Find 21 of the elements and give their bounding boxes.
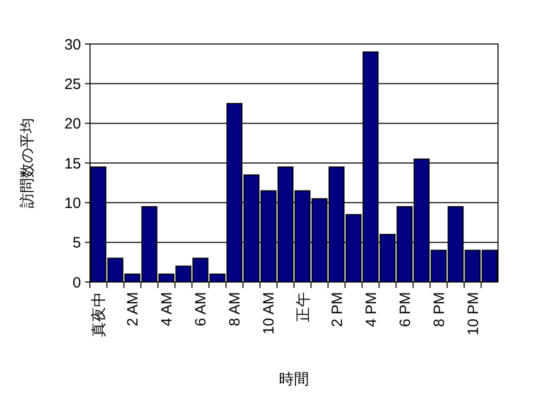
y-tick-label: 15 [64, 155, 81, 172]
x-tick-label: 10 PM [464, 292, 482, 336]
y-tick-label: 30 [64, 36, 81, 54]
x-tick-label: 2 PM [328, 292, 346, 328]
x-tick-label: 6 PM [396, 292, 414, 328]
y-axis-title: 訪問数の平均 [19, 118, 36, 208]
x-tick-label: 真夜中 [90, 292, 108, 337]
y-tick-label: 20 [64, 116, 81, 133]
x-axis-title: 時間 [279, 371, 309, 388]
y-tick-label: 10 [64, 194, 81, 212]
x-tick-label: 8 PM [430, 292, 448, 328]
x-tick-label: 2 AM [124, 292, 142, 326]
y-tick-label: 5 [72, 234, 81, 252]
x-tick-label: 8 AM [226, 292, 244, 326]
x-tick-label: 正午 [294, 292, 312, 322]
x-tick-label: 6 AM [192, 292, 210, 326]
x-tick-label: 10 AM [260, 292, 278, 335]
x-tick-label: 4 PM [362, 292, 380, 328]
y-tick-label: 25 [64, 76, 81, 93]
x-tick-label: 4 AM [158, 292, 176, 326]
y-tick-label: 0 [72, 274, 81, 292]
